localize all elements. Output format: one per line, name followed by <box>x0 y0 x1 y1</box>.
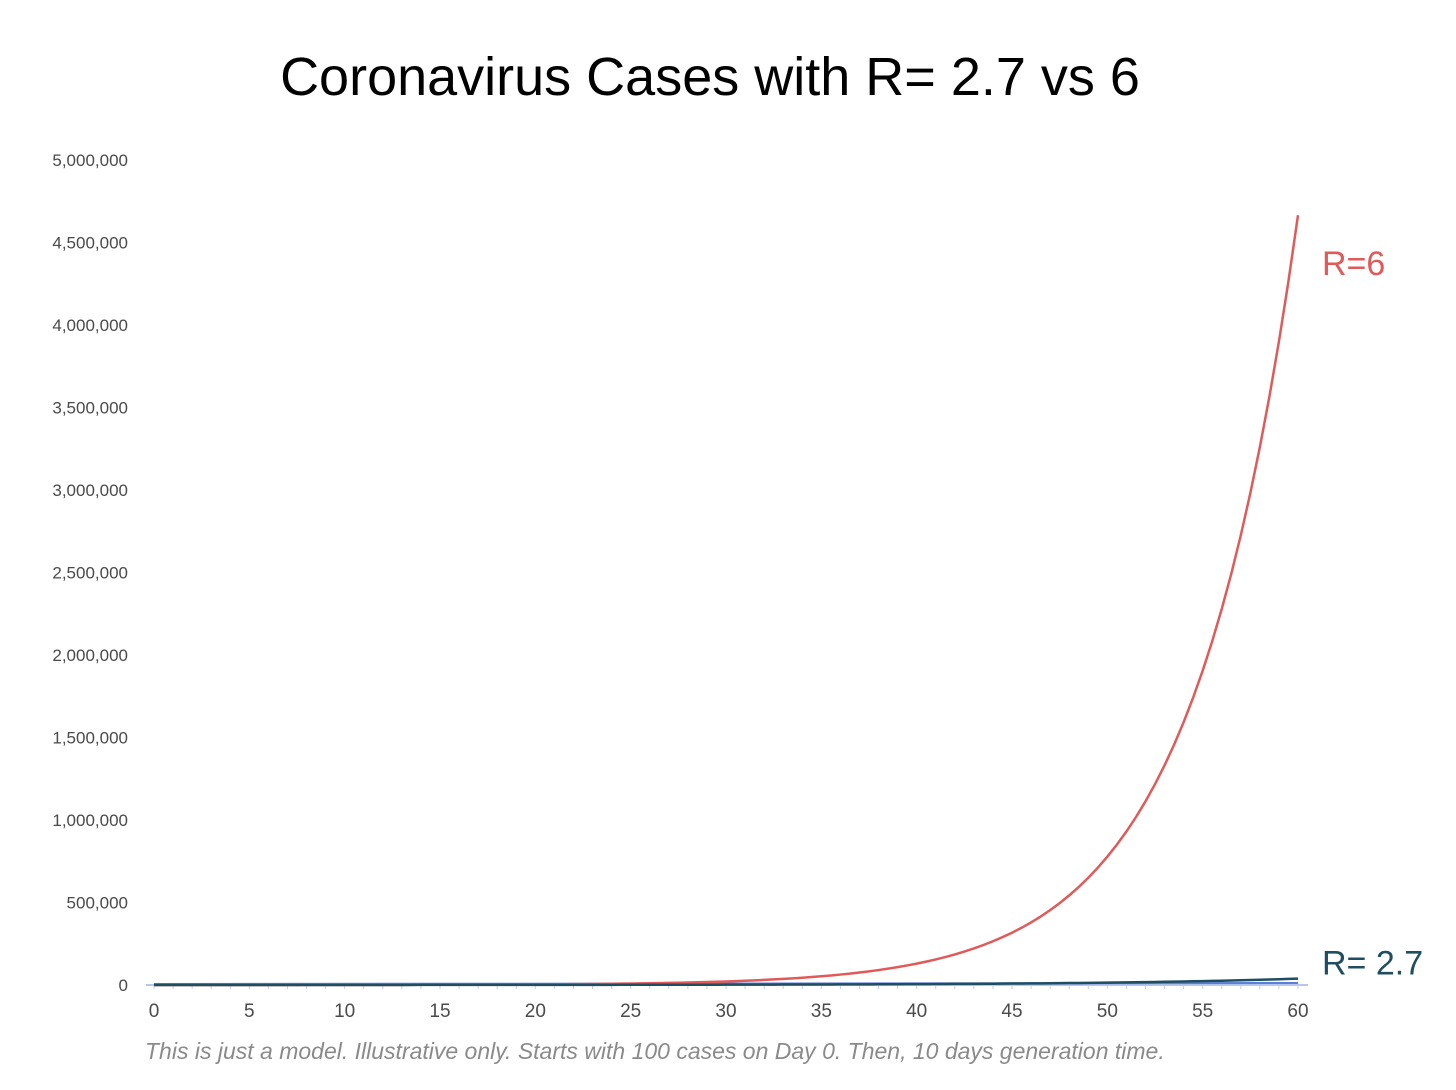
chart-footnote: This is just a model. Illustrative only.… <box>145 1038 1165 1064</box>
chart-title: Coronavirus Cases with R= 2.7 vs 6 <box>280 47 1140 107</box>
x-tick-label: 35 <box>811 1001 832 1022</box>
x-tick-label: 20 <box>525 1001 546 1022</box>
y-tick-label: 3,500,000 <box>52 399 128 418</box>
x-tick-label: 30 <box>715 1001 736 1022</box>
x-tick-label: 45 <box>1001 1001 1022 1022</box>
y-tick-label: 3,000,000 <box>52 481 128 500</box>
series-label-0: R=6 <box>1322 245 1385 283</box>
x-axis: 0 5 10 15 20 25 30 35 40 45 50 55 60 <box>146 984 1309 1022</box>
series-layer <box>153 215 1300 987</box>
y-tick-label: 2,000,000 <box>52 646 128 665</box>
y-axis: 0 500,000 1,000,000 1,500,000 2,000,000 2,500… <box>52 151 128 995</box>
y-tick-label: 1,500,000 <box>52 729 128 748</box>
x-tick-label: 25 <box>620 1001 641 1022</box>
x-tick-label: 10 <box>334 1001 355 1022</box>
series-labels: R=6 R= 2.7 <box>1322 245 1423 982</box>
series-line-1 <box>154 977 1299 987</box>
y-tick-label: 1,000,000 <box>52 811 128 830</box>
x-tick-label: 40 <box>906 1001 927 1022</box>
x-tick-label: 5 <box>244 1001 255 1022</box>
x-tick-label: 50 <box>1097 1001 1118 1022</box>
x-tick-label: 0 <box>149 1001 160 1022</box>
y-tick-label: 2,500,000 <box>52 564 128 583</box>
series-label-1: R= 2.7 <box>1322 945 1423 983</box>
x-tick-label: 60 <box>1287 1001 1308 1022</box>
series-line-0 <box>154 215 1300 987</box>
y-tick-label: 5,000,000 <box>52 151 128 170</box>
y-tick-label: 0 <box>119 976 128 995</box>
y-tick-label: 4,500,000 <box>52 234 128 253</box>
x-tick-label: 55 <box>1192 1001 1213 1022</box>
y-tick-label: 500,000 <box>67 894 128 913</box>
x-tick-label: 15 <box>429 1001 450 1022</box>
y-tick-label: 4,000,000 <box>52 316 128 335</box>
